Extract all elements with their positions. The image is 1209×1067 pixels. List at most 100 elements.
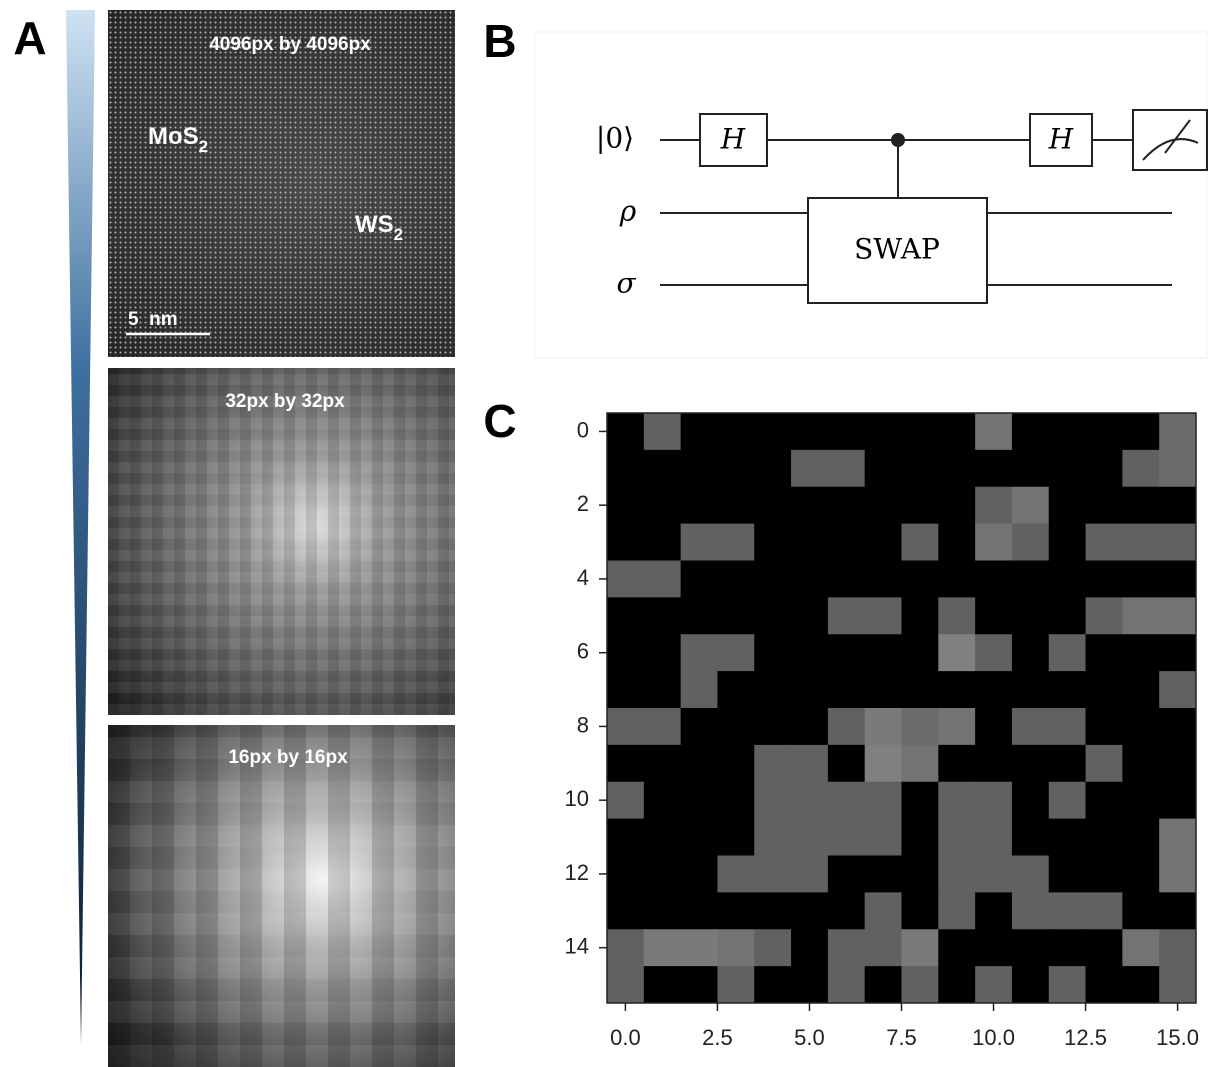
cell xyxy=(1122,560,1160,598)
cell xyxy=(827,892,866,930)
heatmap: 0.0 2.5 5.0 7.5 10.0 12.5 15.0 0 2 4 6 8 10 12 14 xyxy=(565,412,1199,1050)
cell xyxy=(717,413,755,451)
x-tick-label: 10.0 xyxy=(972,1025,1015,1050)
cell xyxy=(1085,671,1123,709)
cell xyxy=(827,449,866,488)
cell xyxy=(938,634,976,672)
cell xyxy=(1122,597,1160,635)
cell xyxy=(1159,671,1197,709)
cell xyxy=(717,744,755,783)
cell xyxy=(754,413,792,451)
cell xyxy=(1085,855,1123,893)
cell xyxy=(643,671,682,709)
cell xyxy=(643,744,682,783)
cell xyxy=(1122,486,1160,525)
cell xyxy=(643,781,682,820)
cell xyxy=(643,818,682,856)
cell xyxy=(791,855,829,893)
cell xyxy=(864,634,902,672)
cell xyxy=(1159,855,1197,893)
cell xyxy=(1122,744,1160,783)
cell xyxy=(754,744,792,783)
cell xyxy=(1048,413,1087,451)
cell xyxy=(938,449,976,488)
y-tick-label: 6 xyxy=(577,639,589,664)
cell xyxy=(607,449,645,488)
cell xyxy=(975,781,1013,820)
y-tick-label: 10 xyxy=(565,786,589,811)
cell xyxy=(1011,449,1050,488)
cell xyxy=(680,892,718,930)
cell xyxy=(827,597,866,635)
cell xyxy=(1085,486,1123,525)
x-tick-label: 0.0 xyxy=(610,1025,641,1050)
cell xyxy=(1159,523,1197,561)
cell xyxy=(607,892,645,930)
cell xyxy=(938,818,976,856)
cell xyxy=(717,708,755,746)
cell xyxy=(717,486,755,525)
cell xyxy=(938,671,976,709)
cell xyxy=(607,671,645,709)
x-tick-label: 2.5 xyxy=(702,1025,733,1050)
x-tick-label: 12.5 xyxy=(1064,1025,1107,1050)
cell xyxy=(1159,818,1197,856)
cell xyxy=(975,929,1013,967)
cell xyxy=(717,671,755,709)
cell xyxy=(607,855,645,893)
meter xyxy=(1142,119,1199,161)
wire-label: σ xyxy=(616,267,636,300)
cell xyxy=(791,597,829,635)
cell xyxy=(1085,892,1123,930)
cell xyxy=(1048,708,1087,746)
cell xyxy=(643,855,682,893)
cell xyxy=(643,892,682,930)
cell xyxy=(754,966,792,1004)
cell xyxy=(901,671,939,709)
cell xyxy=(975,818,1013,856)
resolution-wedge xyxy=(66,10,95,1045)
cell xyxy=(938,744,976,783)
cell xyxy=(1085,634,1123,672)
cell xyxy=(938,486,976,525)
cell xyxy=(717,855,755,893)
cell xyxy=(938,966,976,1004)
cell xyxy=(607,523,645,561)
gate-box xyxy=(1029,113,1093,167)
y-tick-label: 0 xyxy=(577,417,589,442)
cell xyxy=(864,671,902,709)
cell xyxy=(1085,966,1123,1004)
cell xyxy=(827,855,866,893)
cell xyxy=(1159,929,1197,967)
cell xyxy=(901,486,939,525)
cell xyxy=(975,560,1013,598)
cell xyxy=(680,818,718,856)
cell xyxy=(680,708,718,746)
cell xyxy=(607,634,645,672)
cell xyxy=(938,523,976,561)
cell xyxy=(864,597,902,635)
cell xyxy=(1048,449,1087,488)
y-tick-label: 4 xyxy=(577,565,589,590)
cell xyxy=(717,449,755,488)
cell xyxy=(1085,597,1123,635)
cell xyxy=(827,818,866,856)
cell xyxy=(754,560,792,598)
label-subscript: 2 xyxy=(394,225,403,244)
cell xyxy=(607,413,645,451)
cell xyxy=(607,597,645,635)
cell xyxy=(1122,671,1160,709)
cell xyxy=(901,413,939,451)
cell xyxy=(791,634,829,672)
label-text: WS xyxy=(355,211,394,238)
cell xyxy=(791,671,829,709)
cell xyxy=(938,413,976,451)
cell xyxy=(864,413,902,451)
cell xyxy=(1159,486,1197,525)
cell xyxy=(1159,634,1197,672)
cell xyxy=(1122,781,1160,820)
cell xyxy=(827,560,866,598)
cell xyxy=(643,560,682,598)
x-tick-label: 7.5 xyxy=(886,1025,917,1050)
cell xyxy=(680,560,718,598)
